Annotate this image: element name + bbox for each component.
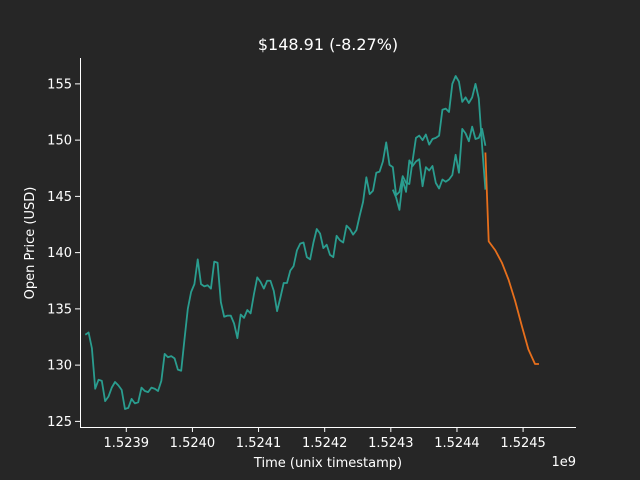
- series-line-forecast: [484, 152, 539, 365]
- x-axis-ticks: 1.5239 1.5240 1.5241 1.5242 1.5243 1.5244 1.52…: [104, 427, 546, 451]
- x-tick-label: 1.5242: [302, 436, 348, 451]
- x-tick-label: 1.5240: [170, 436, 216, 451]
- y-tick-label: 145: [47, 190, 72, 205]
- chart-title: $148.91 (-8.27%): [258, 35, 398, 54]
- x-axis-offset-label: 1e9: [551, 455, 576, 470]
- y-tick-label: 140: [47, 246, 72, 261]
- plot-lines: [84, 75, 539, 410]
- y-tick-label: 135: [47, 302, 72, 317]
- y-tick-label: 130: [47, 359, 72, 374]
- y-tick-label: 155: [47, 77, 72, 92]
- y-tick-label: 150: [47, 134, 72, 149]
- x-tick-label: 1.5244: [434, 436, 480, 451]
- y-axis-label: Open Price (USD): [23, 187, 38, 300]
- x-tick-label: 1.5241: [236, 436, 282, 451]
- y-axis-ticks: 125 130 135 140 145 150 155: [47, 77, 80, 430]
- y-tick-label: 125: [47, 415, 72, 430]
- x-tick-label: 1.5243: [368, 436, 414, 451]
- x-axis-label: Time (unix timestamp): [253, 456, 402, 471]
- x-tick-label: 1.5239: [104, 436, 150, 451]
- series-line-history_tail: [391, 125, 487, 211]
- series-line-history: [84, 75, 487, 410]
- x-tick-label: 1.5245: [500, 436, 546, 451]
